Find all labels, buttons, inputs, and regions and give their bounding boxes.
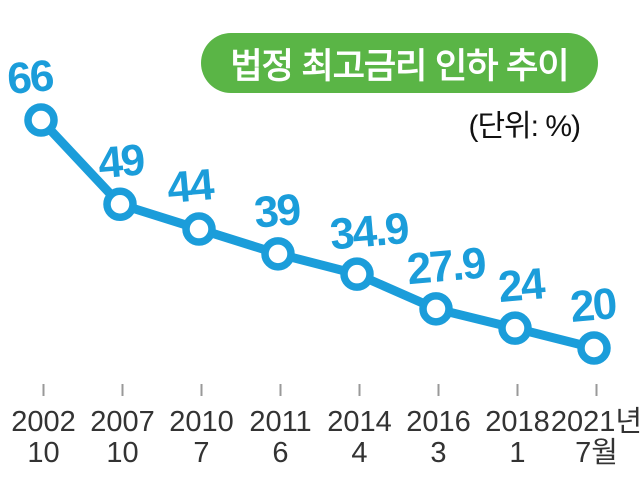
x-axis-month-label: 4 xyxy=(351,437,367,469)
data-point-marker xyxy=(498,311,532,345)
x-axis-month-label: 3 xyxy=(430,437,446,469)
x-axis-year-label: 2014 xyxy=(327,406,392,438)
data-point-marker xyxy=(340,257,374,291)
unit-label: (단위: %) xyxy=(468,110,581,143)
chart-title: 법정 최고금리 인하 추이 xyxy=(230,46,569,86)
data-point-marker xyxy=(261,237,295,271)
x-axis-month-label: 7월 xyxy=(575,436,618,469)
x-axis-year-label: 2007 xyxy=(90,406,155,438)
x-axis-year-label: 2002 xyxy=(11,406,76,438)
value-label: 24 xyxy=(496,259,548,312)
x-axis-month-label: 10 xyxy=(27,437,59,469)
x-axis-year-label: 2016 xyxy=(406,406,471,438)
x-axis-year-label: 2010 xyxy=(169,406,234,438)
value-label: 44 xyxy=(165,160,217,213)
value-label: 49 xyxy=(96,135,146,188)
x-axis-month-label: 1 xyxy=(509,437,525,469)
value-label: 27.9 xyxy=(405,239,487,295)
x-axis-month-label: 10 xyxy=(106,437,138,469)
value-label: 20 xyxy=(568,279,618,332)
data-point-marker xyxy=(577,331,611,365)
x-axis-month-label: 6 xyxy=(272,437,288,469)
value-label: 66 xyxy=(5,51,55,104)
data-point-marker xyxy=(419,292,453,326)
x-axis-month-label: 7 xyxy=(193,437,209,469)
x-axis-year-label: 2021년 xyxy=(551,406,640,438)
value-label: 34.9 xyxy=(328,204,410,260)
x-axis-year-label: 2011 xyxy=(249,406,311,438)
data-point-marker xyxy=(182,212,216,246)
value-label: 39 xyxy=(252,185,302,238)
x-axis-year-label: 2018 xyxy=(485,406,550,438)
chart-title-badge: 법정 최고금리 인하 추이 xyxy=(201,33,598,93)
data-point-marker xyxy=(103,187,137,222)
data-point-marker xyxy=(24,103,58,137)
